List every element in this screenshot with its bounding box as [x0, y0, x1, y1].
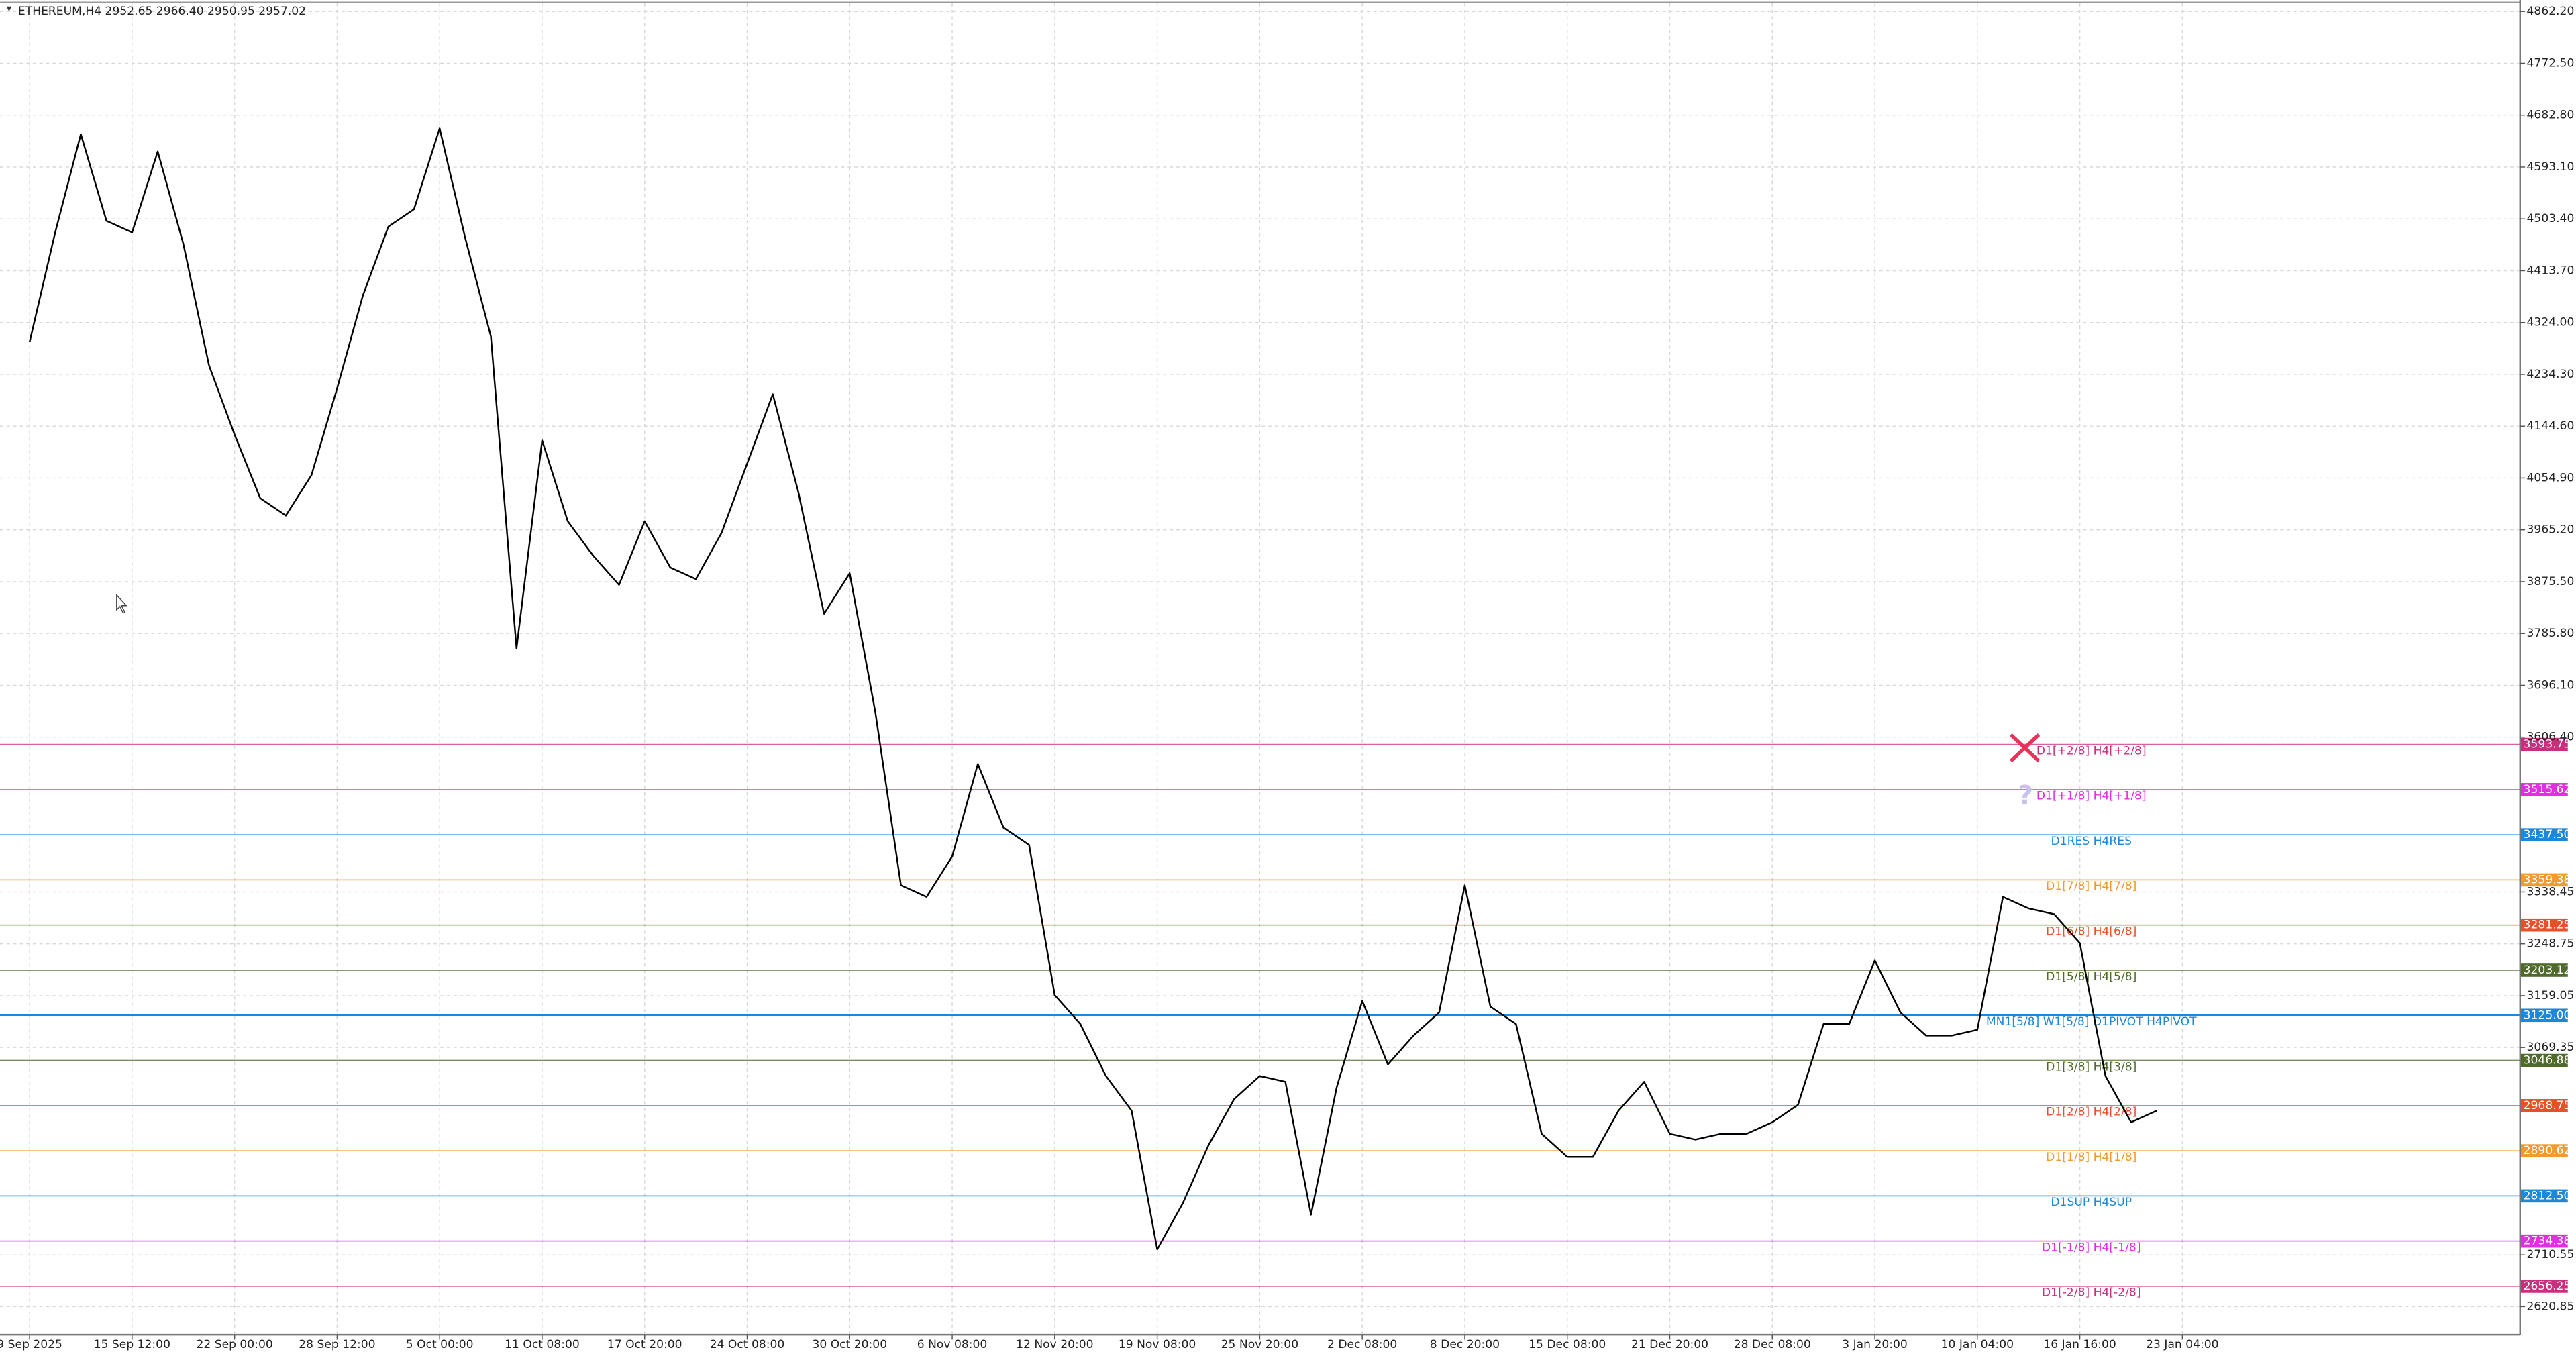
plot — [28, 127, 2157, 1251]
price-tag-label: 2812.50 — [2524, 1189, 2571, 1202]
levels: D1[+2/8] H4[+2/8] 3593.75 D1[+1/8] H4[+1/8… — [0, 738, 2571, 1300]
y-tick-label: 3069.35 — [2527, 1041, 2575, 1054]
y-tick-label: 4234.30 — [2527, 368, 2575, 381]
y-tick-label: 4144.60 — [2527, 419, 2575, 433]
price-tag — [2520, 918, 2568, 932]
level-label: D1SUP H4SUP — [2051, 1196, 2132, 1209]
level-label: D1[5/8] H4[5/8] — [2046, 970, 2136, 984]
x-tick-label: 15 Dec 08:00 — [1529, 1338, 1606, 1351]
y-tick-label: 3606.40 — [2527, 731, 2575, 744]
price-tag-label: 3046.88 — [2524, 1054, 2571, 1067]
x-tick-label: 5 Oct 00:00 — [406, 1338, 474, 1351]
y-tick-label: 3785.80 — [2527, 627, 2575, 640]
y-tick-label: 3875.50 — [2527, 575, 2575, 588]
cross-marker — [2009, 733, 2041, 763]
level-label: D1[-2/8] H4[-2/8] — [2042, 1286, 2141, 1300]
price-tag-label: 2734.38 — [2524, 1235, 2571, 1248]
y-tick-label: 4413.70 — [2527, 264, 2575, 277]
x-tick-label: 12 Nov 20:00 — [1016, 1338, 1093, 1351]
y-tick-label: 3338.45 — [2527, 885, 2575, 898]
x-tick-label: 15 Sep 12:00 — [94, 1338, 170, 1351]
price-tag — [2520, 1053, 2568, 1067]
y-tick-label: 4593.10 — [2527, 160, 2575, 174]
y-tick-label: 4054.90 — [2527, 471, 2575, 484]
level-label: D1RES H4RES — [2051, 835, 2132, 848]
grid — [0, 3, 2520, 1335]
x-tick-label: 8 Dec 20:00 — [1430, 1338, 1500, 1351]
price-tag — [2520, 963, 2568, 977]
y-tick-label: 2710.55 — [2527, 1248, 2575, 1261]
y-tick-label: 4862.20 — [2527, 5, 2575, 18]
price-tag-label: 2968.75 — [2524, 1099, 2571, 1112]
y-tick-label: 4324.00 — [2527, 316, 2575, 329]
level-label: D1[2/8] H4[2/8] — [2046, 1106, 2136, 1119]
x-tick-label: 17 Oct 20:00 — [607, 1338, 682, 1351]
price-tag — [2520, 1189, 2568, 1203]
price-tag-label: 3203.12 — [2524, 963, 2571, 977]
price-line — [28, 127, 2157, 1251]
price-tag — [2520, 873, 2568, 887]
price-tag — [2520, 1099, 2568, 1112]
price-tag — [2520, 783, 2568, 796]
x-tick-label: 9 Sep 2025 — [0, 1338, 62, 1351]
x-tick-label: 6 Nov 08:00 — [917, 1338, 988, 1351]
x-tick-label: 10 Jan 04:00 — [1941, 1338, 2014, 1351]
mouse-cursor — [116, 593, 128, 614]
x-tick-label: 21 Dec 20:00 — [1631, 1338, 1708, 1351]
price-tag-label: 3437.50 — [2524, 828, 2571, 841]
price-tag — [2520, 1008, 2568, 1023]
y-tick-label: 3696.10 — [2527, 678, 2575, 692]
price-tag-label: 3281.25 — [2524, 919, 2571, 932]
x-tick-label: 11 Oct 08:00 — [505, 1338, 580, 1351]
x-tick-label: 3 Jan 20:00 — [1842, 1338, 1908, 1351]
level-label: D1[+1/8] H4[+1/8] — [2037, 790, 2147, 803]
menu-arrow[interactable] — [6, 6, 12, 12]
y-tick-label: 3248.75 — [2527, 937, 2575, 951]
x-tick-label: 16 Jan 16:00 — [2043, 1338, 2116, 1351]
price-tag-label: 3359.38 — [2524, 873, 2571, 886]
price-tag-label: 3515.62 — [2524, 783, 2571, 796]
y-tick-label: 4682.80 — [2527, 109, 2575, 122]
y-tick-label: 4503.40 — [2527, 212, 2575, 225]
price-tag — [2520, 1280, 2568, 1293]
level-label: D1[+2/8] H4[+2/8] — [2037, 744, 2147, 758]
x-tick-label: 28 Sep 12:00 — [299, 1338, 375, 1351]
x-tick-label: 2 Dec 08:00 — [1327, 1338, 1397, 1351]
price-tag — [2520, 1144, 2568, 1157]
level-label: D1[7/8] H4[7/8] — [2046, 880, 2136, 893]
chart-title: ETHEREUM,H4 2952.65 2966.40 2950.95 2957… — [18, 5, 306, 18]
level-label: D1[1/8] H4[1/8] — [2046, 1151, 2136, 1164]
x-tick-label: 24 Oct 08:00 — [710, 1338, 785, 1351]
x-tick-label: 25 Nov 20:00 — [1221, 1338, 1298, 1351]
y-tick-label: 4772.50 — [2527, 56, 2575, 70]
level-label: D1[-1/8] H4[-1/8] — [2042, 1241, 2141, 1254]
price-tag — [2520, 828, 2568, 841]
x-tick-label: 30 Oct 20:00 — [812, 1338, 887, 1351]
price-tag — [2520, 737, 2568, 751]
price-tag — [2520, 1234, 2568, 1248]
price-tag-label: 3125.00 — [2524, 1008, 2571, 1022]
level-label: MN1[5/8] W1[5/8] D1PIVOT H4PIVOT — [1986, 1015, 2197, 1029]
x-tick-label: 28 Dec 08:00 — [1734, 1338, 1811, 1351]
question-icon: ? — [2018, 781, 2033, 811]
y-tick-label: 2620.85 — [2527, 1300, 2575, 1313]
level-label: D1[3/8] H4[3/8] — [2046, 1060, 2136, 1074]
x-tick-label: 23 Jan 04:00 — [2146, 1338, 2218, 1351]
level-label: D1[6/8] H4[6/8] — [2046, 925, 2136, 938]
price-tag-label: 2890.62 — [2524, 1144, 2571, 1157]
y-tick-label: 3965.20 — [2527, 523, 2575, 537]
y-tick-label: 3159.05 — [2527, 989, 2575, 1002]
x-tick-label: 19 Nov 08:00 — [1119, 1338, 1196, 1351]
price-tag-label: 2656.25 — [2524, 1280, 2571, 1293]
price-tag-label: 3593.75 — [2524, 738, 2571, 751]
x-tick-label: 22 Sep 00:00 — [196, 1338, 272, 1351]
